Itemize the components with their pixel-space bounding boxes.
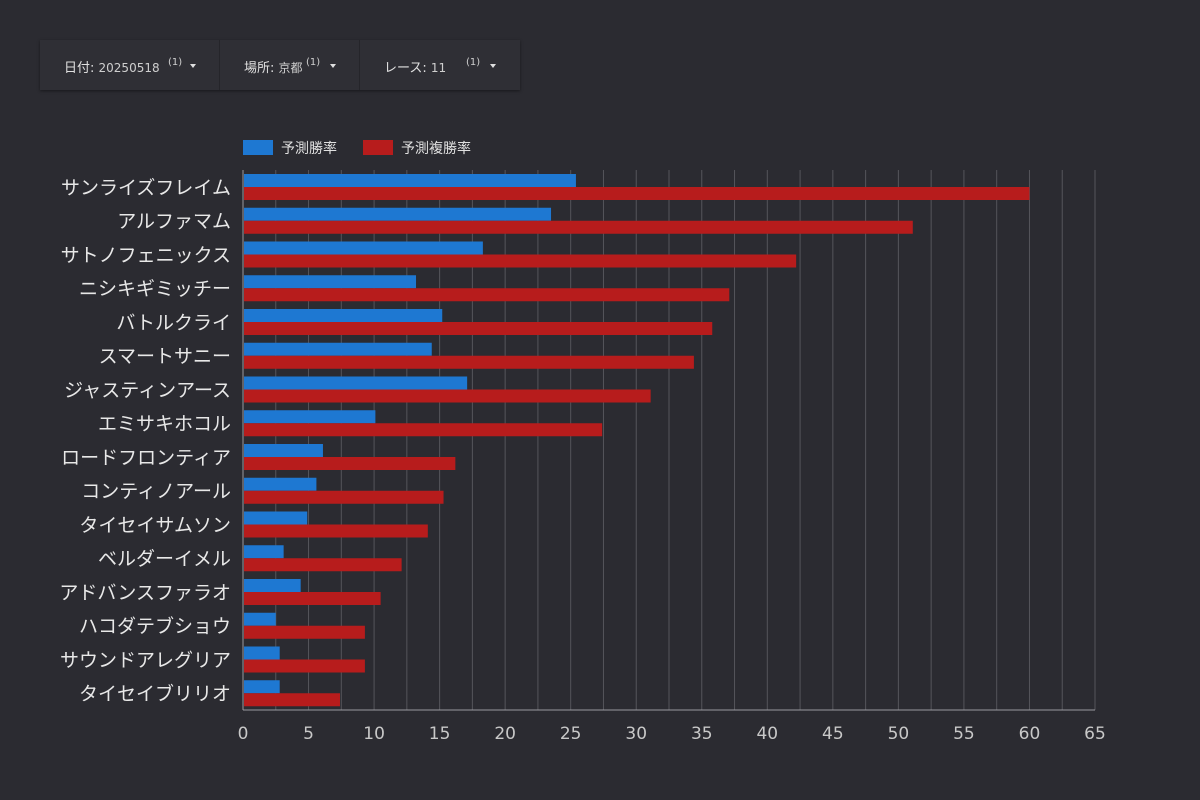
x-tick-label: 30 bbox=[625, 724, 647, 744]
win-rate-bar bbox=[244, 275, 417, 289]
x-tick-label: 65 bbox=[1084, 724, 1106, 744]
place-rate-bar bbox=[244, 389, 651, 403]
place-rate-bar bbox=[244, 490, 444, 504]
place-rate-bar bbox=[244, 524, 428, 538]
win-rate-bar bbox=[244, 612, 276, 626]
win-rate-bar bbox=[244, 579, 301, 592]
date-filter[interactable]: 日付: 20250518 (1) bbox=[40, 40, 220, 90]
win-rate-bar bbox=[244, 545, 284, 559]
legend-swatch bbox=[243, 140, 273, 155]
chevron-down-icon bbox=[330, 64, 336, 68]
win-rate-bar bbox=[244, 646, 280, 660]
category-label: サウンドアレグリア bbox=[60, 649, 231, 671]
date-filter-count: (1) bbox=[168, 57, 183, 68]
race-filter-label: レース: 11 bbox=[384, 61, 447, 76]
win-rate-bar bbox=[244, 241, 483, 255]
chevron-down-icon bbox=[190, 64, 196, 68]
legend-label: 予測複勝率 bbox=[401, 140, 471, 157]
category-label: ロードフロンティア bbox=[61, 447, 231, 469]
place-rate-bar bbox=[244, 254, 797, 268]
date-filter-label: 日付: 20250518 bbox=[64, 61, 160, 76]
x-tick-label: 40 bbox=[756, 724, 778, 744]
race-filter[interactable]: レース: 11 (1) bbox=[360, 40, 520, 90]
x-tick-label: 20 bbox=[494, 724, 516, 744]
x-tick-label: 35 bbox=[691, 724, 713, 744]
category-label: ジャスティンアース bbox=[64, 379, 231, 401]
place-rate-bar bbox=[244, 693, 340, 707]
legend-label: 予測勝率 bbox=[281, 140, 337, 157]
x-tick-label: 45 bbox=[822, 724, 844, 744]
race-filter-count: (1) bbox=[466, 57, 481, 68]
category-label: ニシキギミッチー bbox=[79, 278, 231, 300]
chevron-down-icon bbox=[490, 64, 496, 68]
category-label: タイセイサムソン bbox=[79, 514, 231, 536]
place-rate-bar bbox=[244, 322, 713, 335]
category-label: アドバンスファラオ bbox=[59, 582, 231, 604]
filter-bar: 日付: 20250518 (1) 場所: 京都 (1) レース: 11 (1) bbox=[40, 40, 520, 90]
win-rate-bar bbox=[244, 410, 376, 424]
win-rate-bar bbox=[244, 444, 323, 457]
place-rate-bar bbox=[244, 659, 365, 673]
place-rate-bar bbox=[244, 355, 694, 369]
place-rate-bar bbox=[244, 423, 603, 437]
place-rate-bar bbox=[244, 220, 913, 234]
category-label: ハコダテブショウ bbox=[79, 615, 231, 638]
win-rate-bar bbox=[244, 342, 432, 356]
win-rate-bar bbox=[244, 511, 308, 525]
x-tick-label: 5 bbox=[303, 724, 314, 744]
category-label: サトノフェニックス bbox=[61, 244, 231, 266]
x-tick-label: 60 bbox=[1019, 724, 1041, 744]
category-label: スマートサニー bbox=[99, 346, 231, 368]
win-rate-bar bbox=[244, 174, 576, 187]
win-rate-bar bbox=[244, 309, 443, 322]
place-rate-bar bbox=[244, 592, 381, 605]
place-rate-bar bbox=[244, 457, 456, 470]
win-rate-bar bbox=[244, 477, 317, 491]
venue-filter-count: (1) bbox=[306, 57, 321, 68]
category-label: コンティノアール bbox=[81, 481, 231, 503]
category-label: バトルクライ bbox=[116, 312, 231, 334]
category-label: ベルダーイメル bbox=[98, 548, 231, 570]
x-tick-label: 10 bbox=[363, 724, 385, 744]
place-rate-bar bbox=[244, 625, 365, 639]
x-tick-label: 25 bbox=[560, 724, 582, 744]
venue-filter[interactable]: 場所: 京都 (1) bbox=[220, 40, 360, 90]
x-tick-label: 0 bbox=[238, 724, 249, 744]
win-rate-bar bbox=[244, 376, 468, 390]
category-label: タイセイブリリオ bbox=[79, 682, 231, 705]
win-rate-bar bbox=[244, 207, 552, 221]
x-tick-label: 50 bbox=[888, 724, 910, 744]
category-label: アルファマム bbox=[117, 211, 231, 233]
place-rate-bar bbox=[244, 288, 730, 302]
x-tick-label: 15 bbox=[429, 724, 451, 744]
x-tick-label: 55 bbox=[953, 724, 975, 744]
legend-swatch bbox=[363, 140, 393, 155]
place-rate-bar bbox=[244, 558, 402, 572]
place-rate-bar bbox=[244, 187, 1030, 200]
win-rate-bar bbox=[244, 680, 280, 694]
venue-filter-label: 場所: 京都 bbox=[244, 61, 303, 76]
category-label: サンライズフレイム bbox=[61, 177, 231, 199]
category-label: エミサキホコル bbox=[98, 413, 231, 435]
